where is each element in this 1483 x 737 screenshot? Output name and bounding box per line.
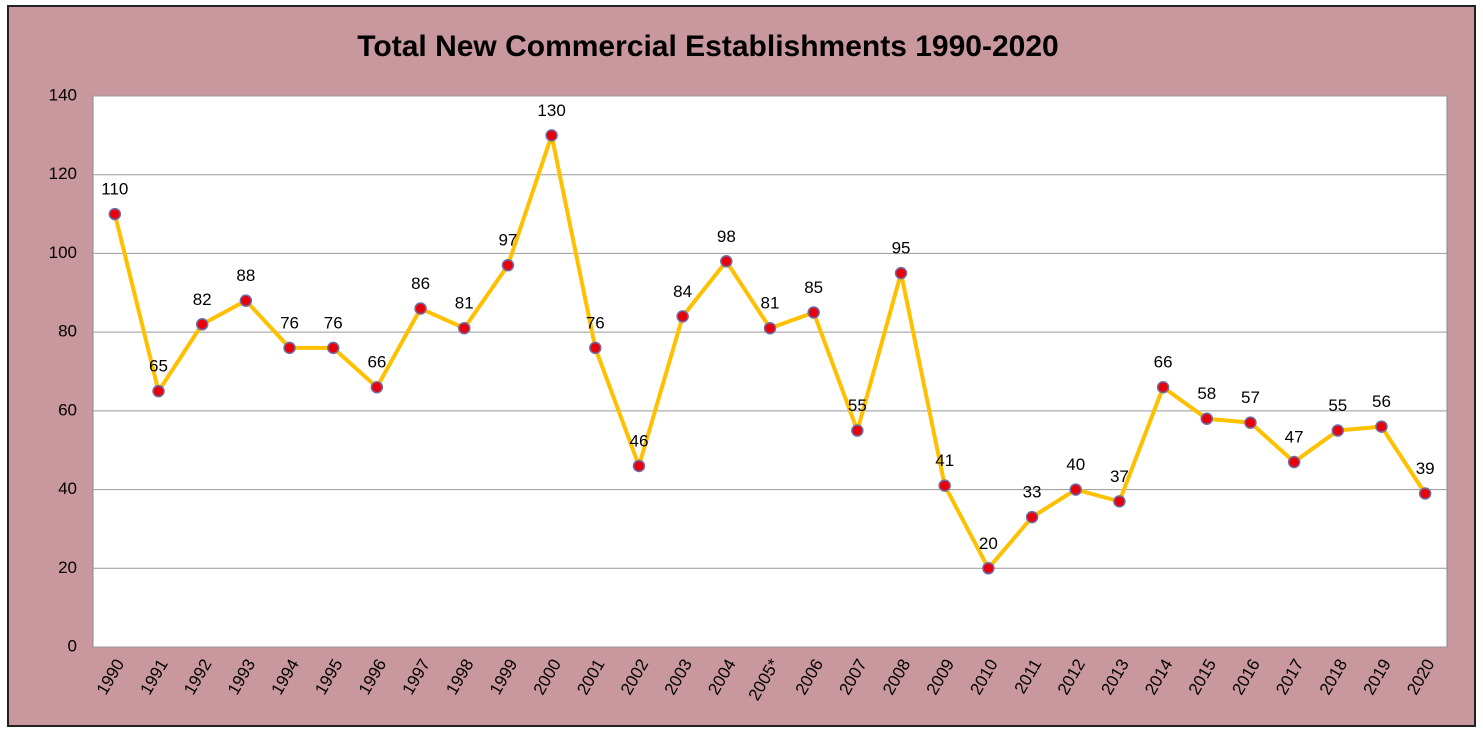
data-label: 20 [979,534,998,553]
data-label: 66 [367,353,386,372]
data-point [676,310,689,323]
data-point [152,384,165,398]
data-label: 39 [1416,459,1435,478]
data-label: 98 [717,227,736,246]
data-point [108,207,122,221]
y-tick-label: 80 [58,322,77,341]
data-label: 130 [537,101,565,120]
plot-area [92,95,1448,648]
data-label: 84 [673,282,692,301]
data-label: 66 [1154,353,1173,372]
data-point [720,255,733,268]
data-label: 40 [1066,455,1085,474]
data-label: 55 [848,396,867,415]
data-point [589,341,602,355]
data-point [807,306,820,319]
data-label: 56 [1372,392,1391,411]
data-point [982,562,995,575]
data-point [1200,412,1214,425]
data-point [283,341,296,355]
data-label: 76 [280,313,299,332]
y-tick-label: 140 [49,85,77,104]
data-point [326,341,340,355]
chart-title: Total New Commercial Establishments 1990… [357,30,1058,63]
data-point [370,380,384,394]
data-label: 76 [324,313,343,332]
data-point [1331,424,1345,437]
data-label: 55 [1328,396,1347,415]
data-label: 47 [1285,428,1304,447]
data-label: 65 [149,357,168,376]
data-point [195,318,209,331]
y-tick-label: 60 [58,400,77,419]
data-point [1287,455,1301,469]
y-tick-label: 0 [68,636,77,655]
data-label: 57 [1241,388,1260,407]
data-point [938,479,951,492]
data-point [1069,483,1082,496]
data-point [1375,420,1388,433]
data-point [1418,487,1432,500]
data-label: 97 [498,231,517,250]
data-label: 95 [892,239,911,258]
y-tick-label: 120 [49,164,77,183]
y-tick-label: 100 [49,243,77,262]
data-label: 88 [236,266,255,285]
data-label: 37 [1110,467,1129,486]
y-tick-label: 40 [58,479,77,498]
data-label: 81 [761,294,780,313]
data-label: 85 [804,278,823,297]
data-label: 81 [455,294,474,313]
data-point [851,424,864,437]
data-point [239,294,253,307]
data-point [458,321,471,335]
data-point [894,266,908,280]
data-label: 46 [630,431,649,450]
data-label: 82 [193,290,212,309]
data-point [501,258,515,272]
y-tick-label: 20 [58,558,77,577]
data-point [1113,495,1126,508]
data-point [632,459,646,473]
data-point [1156,380,1170,394]
data-label: 76 [586,313,605,332]
data-label: 58 [1197,384,1216,403]
data-point [1244,416,1257,429]
data-label: 41 [935,451,954,470]
data-point [763,321,777,335]
data-label: 33 [1023,483,1042,502]
data-label: 86 [411,274,430,293]
data-point [414,302,427,315]
data-point [545,129,558,142]
data-point [1025,510,1039,524]
data-label: 110 [101,180,128,199]
